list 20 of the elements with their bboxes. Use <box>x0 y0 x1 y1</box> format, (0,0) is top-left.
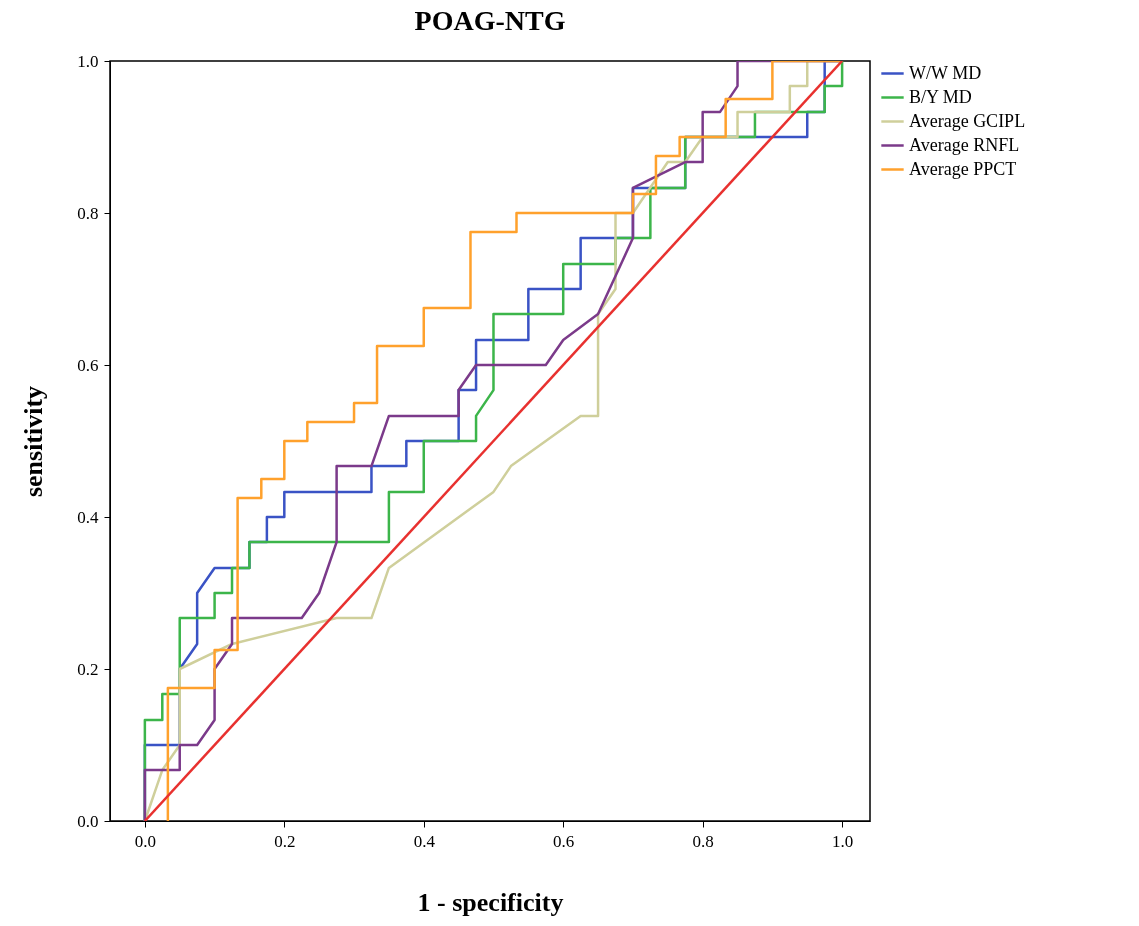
y-tick-label: 0.6 <box>77 355 99 375</box>
legend-label: Average GCIPL <box>909 110 1026 131</box>
y-tick-label: 0.8 <box>77 203 99 223</box>
legend-label: Average RNFL <box>909 134 1020 155</box>
y-tick-label: 0.0 <box>77 811 99 831</box>
x-tick-label: 0.6 <box>553 831 575 851</box>
legend-label: Average PPCT <box>909 158 1017 179</box>
x-tick-label: 0.0 <box>134 831 156 851</box>
x-tick-label: 0.4 <box>413 831 436 851</box>
y-tick-label: 0.2 <box>77 659 99 679</box>
x-tick-label: 0.8 <box>692 831 714 851</box>
y-axis-title: sensitivity <box>19 385 49 498</box>
legend-label: W/W MD <box>909 62 982 83</box>
x-tick-label: 1.0 <box>831 831 854 851</box>
y-tick-label: 0.4 <box>77 507 99 527</box>
x-tick-label: 0.2 <box>274 831 296 851</box>
y-tick-label: 1.0 <box>77 51 99 71</box>
x-axis-title: 1 - specificity <box>417 887 564 917</box>
chart-title: POAG-NTG <box>414 5 566 36</box>
legend-label: B/Y MD <box>909 86 972 107</box>
